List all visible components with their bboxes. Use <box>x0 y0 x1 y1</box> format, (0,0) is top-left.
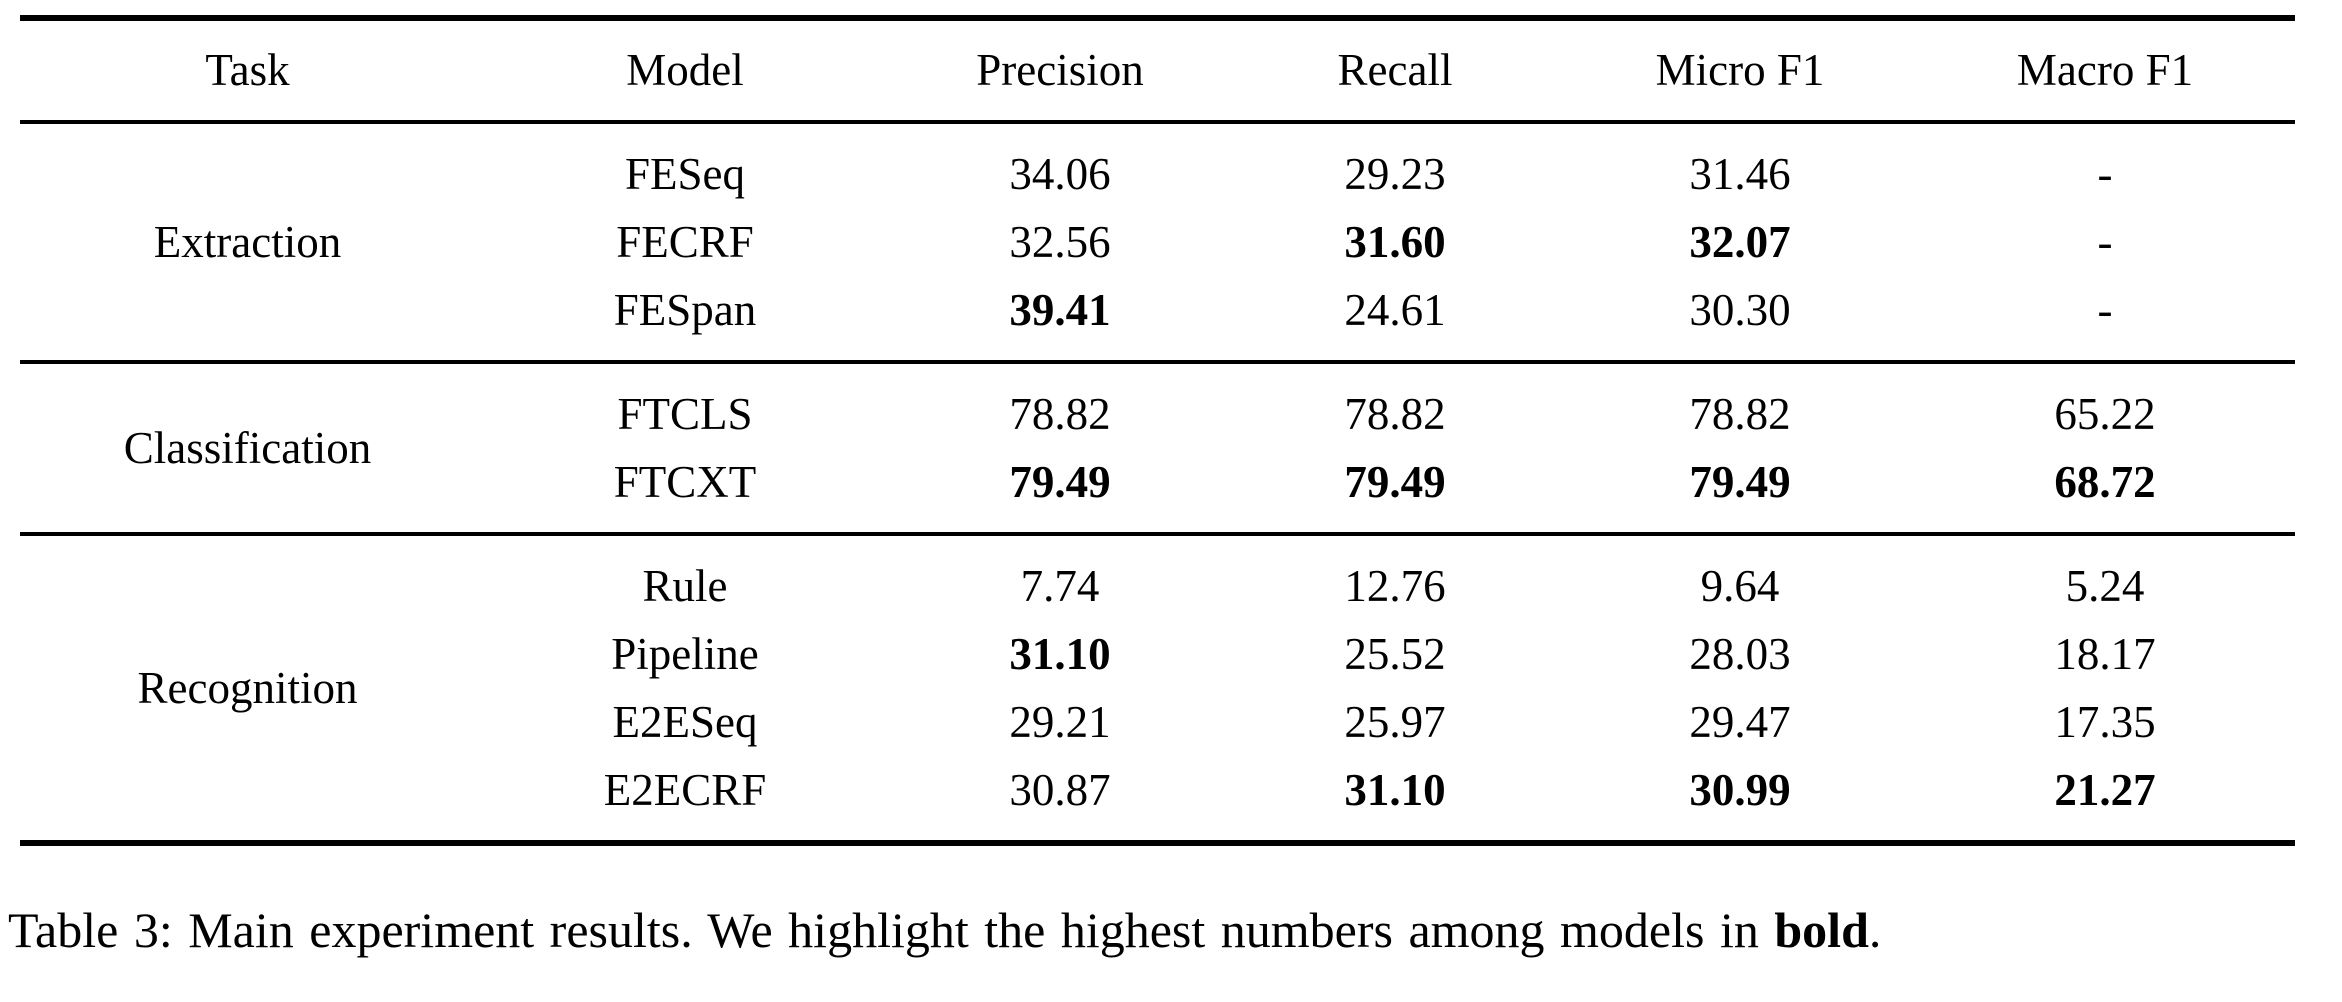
metric-value-cell: 79.49 <box>1225 448 1565 536</box>
metric-value-cell: 21.27 <box>1915 756 2295 846</box>
metric-value-cell: 79.49 <box>1565 448 1915 536</box>
metric-value-cell: 29.23 <box>1344 149 1446 199</box>
table-row: E2ESeq 29.21 25.97 29.47 17.35 <box>20 688 2295 756</box>
table-row: FTCXT 79.49 79.49 79.49 68.72 <box>20 448 2295 536</box>
metric-value-cell: 65.22 <box>2054 389 2156 439</box>
table-header-row: Task Model Precision Recall Micro F1 Mac… <box>20 15 2295 124</box>
caption-text: Table 3: Main experiment results. We hig… <box>8 902 1775 958</box>
column-header-macro-f1: Macro F1 <box>1915 15 2295 124</box>
model-cell: Pipeline <box>611 629 759 679</box>
section-classification: Classification FTCLS 78.82 78.82 78.82 6… <box>20 362 2295 536</box>
metric-value-cell: - <box>2097 149 2113 199</box>
model-cell: FECRF <box>616 217 754 267</box>
metric-value-cell: 31.46 <box>1689 149 1791 199</box>
model-cell: E2ECRF <box>475 756 895 846</box>
table-row: Extraction FESeq 34.06 29.23 31.46 - <box>20 122 2295 364</box>
metric-value-cell: 25.52 <box>1344 629 1446 679</box>
metric-value-cell: 78.82 <box>1344 389 1446 439</box>
metric-value-cell: 39.41 <box>895 276 1225 364</box>
caption-period: . <box>1868 902 1882 958</box>
metric-value-cell: 24.61 <box>1225 276 1565 364</box>
metric-value-cell: 9.64 <box>1700 561 1780 611</box>
metric-value-cell: 17.35 <box>2054 697 2156 747</box>
task-cell: Extraction <box>20 122 475 364</box>
task-cell: Classification <box>20 362 475 536</box>
metric-value-cell: - <box>1915 276 2295 364</box>
metric-value-cell: 31.10 <box>1009 629 1111 679</box>
metric-value-cell: 34.06 <box>1009 149 1111 199</box>
metric-value-cell: 30.30 <box>1565 276 1915 364</box>
task-cell: Recognition <box>20 534 475 846</box>
caption-bold-word: bold <box>1774 902 1869 958</box>
model-cell: FESpan <box>475 276 895 364</box>
metric-value-cell: 30.99 <box>1565 756 1915 846</box>
metric-value-cell: 31.10 <box>1225 756 1565 846</box>
model-cell: E2ESeq <box>612 697 758 747</box>
table-row: FESpan 39.41 24.61 30.30 - <box>20 276 2295 364</box>
model-cell: FTCLS <box>617 389 753 439</box>
table-row: E2ECRF 30.87 31.10 30.99 21.27 <box>20 756 2295 846</box>
metric-value-cell: - <box>2097 217 2113 267</box>
column-header-recall: Recall <box>1225 15 1565 124</box>
metric-value-cell: 68.72 <box>1915 448 2295 536</box>
section-recognition: Recognition Rule 7.74 12.76 9.64 5.24 Pi… <box>20 534 2295 846</box>
model-cell: FESeq <box>624 149 745 199</box>
column-header-task: Task <box>20 15 475 124</box>
metric-value-cell: 32.07 <box>1689 217 1791 267</box>
metric-value-cell: 5.24 <box>2065 561 2145 611</box>
table-row: Pipeline 31.10 25.52 28.03 18.17 <box>20 620 2295 688</box>
table-row: Recognition Rule 7.74 12.76 9.64 5.24 <box>20 534 2295 846</box>
table-row: FECRF 32.56 31.60 32.07 - <box>20 208 2295 276</box>
section-extraction: Extraction FESeq 34.06 29.23 31.46 - FEC… <box>20 122 2295 364</box>
results-table: Task Model Precision Recall Micro F1 Mac… <box>20 15 2295 846</box>
metric-value-cell: 32.56 <box>1009 217 1111 267</box>
column-header-model: Model <box>475 15 895 124</box>
metric-value-cell: 79.49 <box>895 448 1225 536</box>
metric-value-cell: 18.17 <box>2054 629 2156 679</box>
model-cell: FTCXT <box>475 448 895 536</box>
metric-value-cell: 29.21 <box>1009 697 1111 747</box>
table-container: Task Model Precision Recall Micro F1 Mac… <box>20 15 2342 846</box>
table-caption: Table 3: Main experiment results. We hig… <box>8 900 2334 960</box>
metric-value-cell: 78.82 <box>1009 389 1111 439</box>
metric-value-cell: 30.87 <box>895 756 1225 846</box>
metric-value-cell: 12.76 <box>1344 561 1446 611</box>
metric-value-cell: 28.03 <box>1689 629 1791 679</box>
column-header-micro-f1: Micro F1 <box>1565 15 1915 124</box>
metric-value-cell: 29.47 <box>1689 697 1791 747</box>
table-row: Classification FTCLS 78.82 78.82 78.82 6… <box>20 362 2295 536</box>
metric-value-cell: 31.60 <box>1344 217 1446 267</box>
column-header-precision: Precision <box>895 15 1225 124</box>
metric-value-cell: 78.82 <box>1689 389 1791 439</box>
metric-value-cell: 25.97 <box>1344 697 1446 747</box>
model-cell: Rule <box>642 561 728 611</box>
metric-value-cell: 7.74 <box>1020 561 1100 611</box>
